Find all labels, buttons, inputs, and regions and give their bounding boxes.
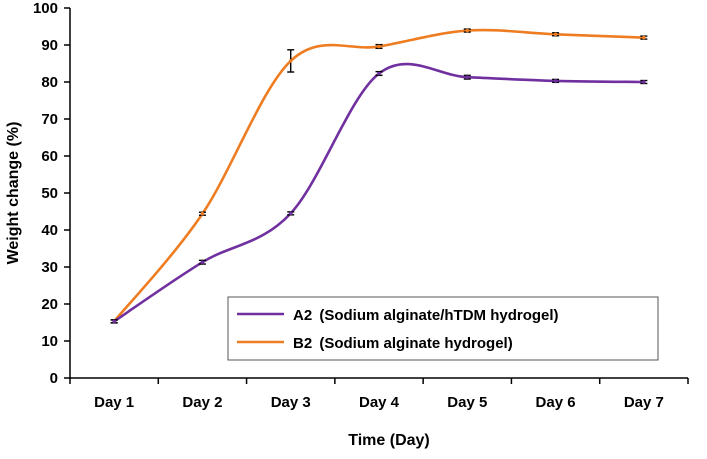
legend-series-label-a2: (Sodium alginate/hTDM hydrogel) xyxy=(319,307,558,324)
data-point-b2 xyxy=(553,32,558,37)
data-point-b2 xyxy=(465,28,470,33)
x-tick-label: Day 3 xyxy=(271,394,311,411)
legend-series-name-b2: B2 xyxy=(293,335,312,352)
svg-text:A2 (Sodium alginate/hTDM: A2 (Sodium alginate/hTDM hydrogel) xyxy=(293,307,559,324)
x-tick-label: Day 5 xyxy=(447,394,487,411)
y-tick-label: 40 xyxy=(41,222,58,239)
y-tick-label: 100 xyxy=(33,0,58,17)
svg-text:B2 (Sodium alginate hydr: B2 (Sodium alginate hydrogel) xyxy=(293,335,513,352)
data-point-b2 xyxy=(377,44,381,49)
legend: A2 (Sodium alginate/hTDM hydrogel) B2 (S… xyxy=(227,296,659,361)
y-axis-title: Weight change (%) xyxy=(5,122,22,265)
series-line-a2 xyxy=(113,62,644,323)
legend-series-label-b2: (Sodium alginate hydrogel) xyxy=(319,335,512,352)
data-point-a2 xyxy=(553,79,558,83)
x-tick-label: Day 2 xyxy=(182,394,222,411)
y-tick-label: 10 xyxy=(41,333,58,350)
data-point-b2 xyxy=(288,59,293,63)
x-tick-label: Day 1 xyxy=(94,394,134,411)
y-tick-label: 70 xyxy=(41,111,58,128)
legend-box xyxy=(227,296,659,361)
x-tick-label: Day 7 xyxy=(624,394,664,411)
y-tick-label: 20 xyxy=(41,296,58,313)
y-tick-label: 90 xyxy=(41,37,58,54)
data-point-b2 xyxy=(200,211,205,216)
y-tick-label: 50 xyxy=(41,185,58,202)
y-tick-label: 80 xyxy=(41,74,58,91)
y-tick-label: 0 xyxy=(50,370,58,387)
x-axis-title: Time (Day) xyxy=(348,432,430,449)
data-point-a2 xyxy=(112,319,116,324)
data-point-a2 xyxy=(377,71,381,76)
y-tick-label: 60 xyxy=(41,148,58,165)
data-point-a2 xyxy=(465,75,470,79)
data-point-b2 xyxy=(642,35,646,40)
y-tick-label: 30 xyxy=(41,259,58,276)
x-tick-label: Day 6 xyxy=(536,394,576,411)
legend-series-name-a2: A2 xyxy=(293,307,312,324)
data-point-a2 xyxy=(642,80,646,84)
x-tick-label: Day 4 xyxy=(359,394,400,411)
data-point-a2 xyxy=(200,260,205,264)
data-point-a2 xyxy=(288,211,293,216)
